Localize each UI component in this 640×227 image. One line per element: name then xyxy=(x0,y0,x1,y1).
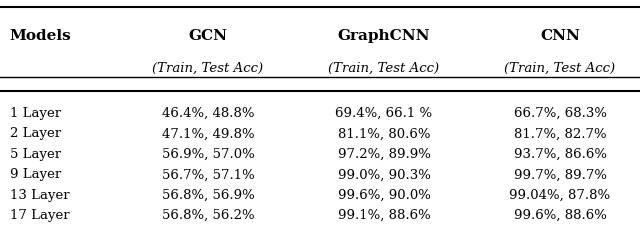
Text: 81.1%, 80.6%: 81.1%, 80.6% xyxy=(338,127,430,141)
Text: 56.8%, 56.9%: 56.8%, 56.9% xyxy=(162,189,254,202)
Text: 1 Layer: 1 Layer xyxy=(10,107,61,120)
Text: 99.0%, 90.3%: 99.0%, 90.3% xyxy=(337,168,431,181)
Text: 9 Layer: 9 Layer xyxy=(10,168,61,181)
Text: CNN: CNN xyxy=(540,29,580,43)
Text: 2 Layer: 2 Layer xyxy=(10,127,61,141)
Text: 99.1%, 88.6%: 99.1%, 88.6% xyxy=(338,209,430,222)
Text: Models: Models xyxy=(10,29,71,43)
Text: 69.4%, 66.1 %: 69.4%, 66.1 % xyxy=(335,107,433,120)
Text: 93.7%, 86.6%: 93.7%, 86.6% xyxy=(513,148,607,161)
Text: 99.6%, 88.6%: 99.6%, 88.6% xyxy=(513,209,607,222)
Text: 99.6%, 90.0%: 99.6%, 90.0% xyxy=(337,189,431,202)
Text: 66.7%, 68.3%: 66.7%, 68.3% xyxy=(513,107,607,120)
Text: (Train, Test Acc): (Train, Test Acc) xyxy=(328,62,440,75)
Text: 56.9%, 57.0%: 56.9%, 57.0% xyxy=(162,148,254,161)
Text: 13 Layer: 13 Layer xyxy=(10,189,69,202)
Text: 5 Layer: 5 Layer xyxy=(10,148,61,161)
Text: 56.8%, 56.2%: 56.8%, 56.2% xyxy=(162,209,254,222)
Text: 46.4%, 48.8%: 46.4%, 48.8% xyxy=(162,107,254,120)
Text: 99.7%, 89.7%: 99.7%, 89.7% xyxy=(513,168,607,181)
Text: 99.04%, 87.8%: 99.04%, 87.8% xyxy=(509,189,611,202)
Text: GraphCNN: GraphCNN xyxy=(338,29,430,43)
Text: (Train, Test Acc): (Train, Test Acc) xyxy=(504,62,616,75)
Text: 17 Layer: 17 Layer xyxy=(10,209,69,222)
Text: (Train, Test Acc): (Train, Test Acc) xyxy=(152,62,264,75)
Text: 56.7%, 57.1%: 56.7%, 57.1% xyxy=(162,168,254,181)
Text: 81.7%, 82.7%: 81.7%, 82.7% xyxy=(514,127,606,141)
Text: GCN: GCN xyxy=(189,29,227,43)
Text: 97.2%, 89.9%: 97.2%, 89.9% xyxy=(337,148,431,161)
Text: 47.1%, 49.8%: 47.1%, 49.8% xyxy=(162,127,254,141)
